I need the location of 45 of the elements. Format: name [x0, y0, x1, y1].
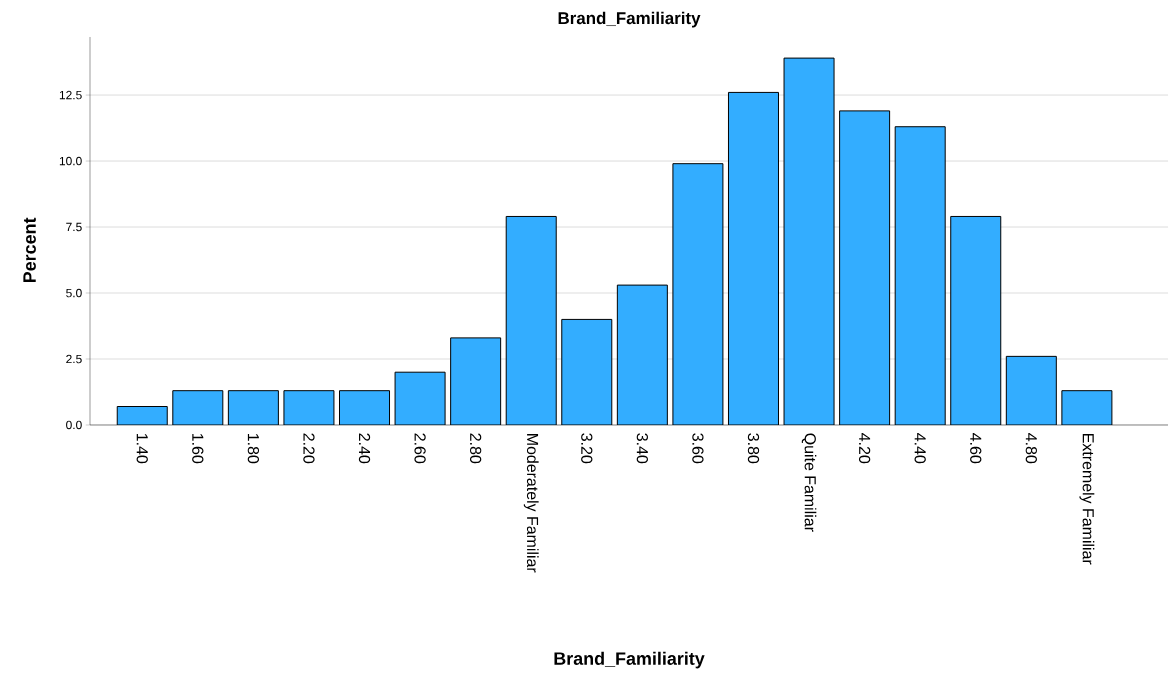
y-tick-label: 7.5: [66, 222, 82, 232]
bar: [783, 57, 835, 425]
x-tick-label: 3.60: [692, 433, 704, 464]
x-tick-label: 4.40: [914, 433, 926, 464]
bar: [894, 126, 946, 425]
x-tick-label: 1.60: [192, 433, 204, 464]
bar: [394, 371, 446, 425]
chart-title: Brand_Familiarity: [558, 11, 701, 28]
bar: [172, 390, 224, 425]
x-tick-label: 2.40: [358, 433, 371, 464]
x-tick-label: 2.20: [303, 433, 315, 464]
x-tick-label: 1.80: [247, 433, 260, 464]
x-tick-label: 3.80: [747, 433, 760, 464]
bar: [672, 163, 724, 425]
bar: [1005, 355, 1057, 425]
bar: [839, 110, 891, 425]
y-tick-label: 5.0: [66, 288, 82, 298]
x-tick-label: Extremely Familiar: [1079, 434, 1095, 565]
bar: [227, 390, 279, 425]
x-tick-label: 2.80: [470, 433, 482, 464]
x-tick-label: Quite Familiar: [801, 433, 817, 532]
y-tick-label: 0.0: [66, 420, 82, 430]
x-tick-label: 3.40: [636, 433, 648, 464]
bar: [616, 284, 668, 425]
bar: [339, 390, 391, 425]
bar: [450, 337, 502, 425]
y-tick-label: 12.5: [59, 90, 82, 100]
x-tick-label: 2.60: [414, 433, 426, 464]
bar: [1061, 390, 1113, 425]
x-tick-label: 4.60: [970, 433, 982, 464]
x-tick-label: 3.20: [581, 433, 593, 464]
bar: [116, 406, 168, 425]
bar: [283, 390, 335, 425]
y-tick-label: 2.5: [66, 354, 82, 364]
x-axis-title: Brand_Familiarity: [554, 651, 705, 669]
x-tick-label: 4.80: [1025, 433, 1037, 464]
y-tick-label: 10.0: [59, 156, 82, 166]
bar: [727, 91, 779, 425]
x-tick-label: 4.20: [858, 433, 871, 464]
bar: [505, 215, 557, 425]
x-tick-label: Moderately Familiar: [523, 434, 539, 573]
bar: [561, 318, 613, 425]
x-tick-label: 1.40: [136, 433, 148, 464]
bar: [950, 215, 1002, 425]
y-axis-title: Percent: [23, 217, 36, 283]
